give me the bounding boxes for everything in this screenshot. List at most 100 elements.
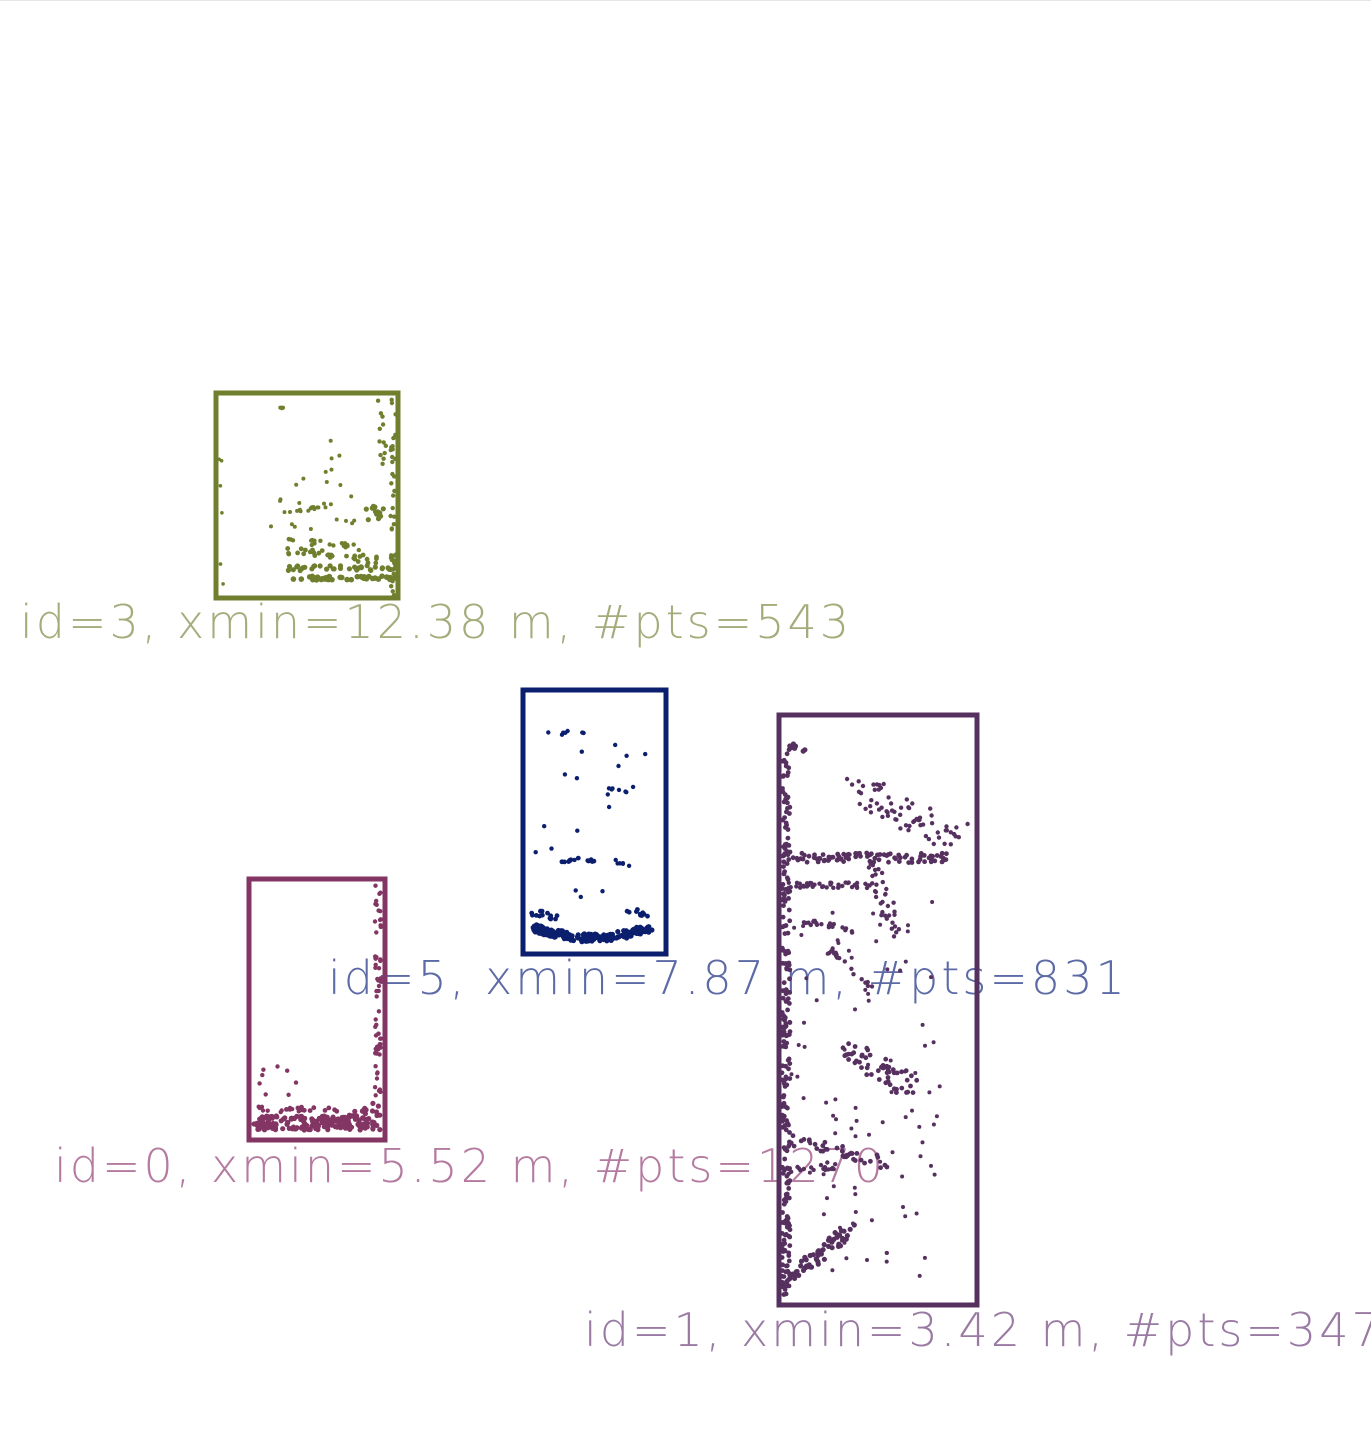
point-cloud-point [798, 1138, 804, 1144]
point-cloud-point [801, 920, 807, 925]
point-cloud-point [812, 1141, 818, 1147]
point-cloud-point [785, 1105, 790, 1111]
point-cloud-point [844, 776, 850, 782]
point-cloud-point [344, 576, 350, 583]
point-cloud-point [825, 858, 831, 863]
point-cloud-point [789, 1072, 794, 1077]
point-cloud-point [391, 571, 396, 576]
point-cloud-point [928, 806, 933, 811]
point-cloud-point [312, 563, 318, 569]
point-cloud-point [351, 542, 356, 547]
point-cloud-point [329, 456, 334, 461]
point-cloud-point [916, 859, 921, 865]
point-cloud-point [781, 859, 787, 865]
point-cloud-point [575, 855, 581, 861]
point-cloud-point [784, 1263, 789, 1269]
point-cloud-point [257, 1118, 264, 1125]
point-cloud-point [328, 438, 333, 443]
point-cloud-point [849, 929, 855, 934]
point-cloud-point [806, 1137, 812, 1143]
point-cloud-point [378, 1036, 383, 1041]
point-cloud-point [285, 546, 291, 551]
point-cloud-point [787, 1001, 792, 1006]
point-cloud-point [917, 816, 922, 821]
point-cloud-point [597, 938, 603, 944]
point-cloud-point [329, 553, 335, 559]
point-cloud-point [348, 576, 355, 583]
point-cloud-point [886, 795, 891, 800]
point-cloud-point [875, 1154, 881, 1160]
point-cloud-point [821, 1172, 826, 1177]
point-cloud-point [367, 567, 373, 573]
point-cloud-point [942, 841, 947, 846]
point-cloud-point [898, 968, 903, 973]
point-cloud-point [780, 1032, 785, 1038]
point-cloud-point [943, 828, 948, 833]
point-cloud-point [874, 882, 879, 887]
point-cloud-point [872, 867, 878, 873]
point-cloud-point [795, 857, 801, 863]
point-cloud-point [613, 742, 618, 748]
point-cloud-point [907, 823, 912, 829]
point-cloud-point [319, 1113, 325, 1119]
point-cloud-point [824, 885, 829, 890]
point-cloud-point [853, 1134, 858, 1139]
point-cloud-point [846, 1041, 851, 1047]
point-cloud-point [899, 1069, 904, 1075]
point-cloud-point [365, 560, 371, 566]
point-cloud-point [909, 1073, 914, 1079]
point-cloud-point [301, 1119, 307, 1125]
point-cloud-point [904, 1077, 910, 1083]
point-cloud-point [560, 930, 566, 937]
point-cloud-point [390, 444, 395, 449]
point-cloud-point [934, 1114, 939, 1119]
point-cloud-point [896, 859, 902, 864]
point-cloud-point [835, 851, 841, 857]
point-cloud-point [256, 1104, 261, 1109]
point-cloud-point [337, 563, 344, 569]
point-cloud-point [893, 817, 898, 822]
point-cloud-point [373, 1017, 378, 1022]
point-cloud-point [363, 506, 369, 512]
point-cloud-point [873, 889, 879, 895]
point-cloud-point [854, 1151, 860, 1156]
point-cloud-point [292, 524, 297, 529]
point-cloud-point [785, 770, 791, 775]
point-cloud-point [782, 1218, 788, 1224]
point-cloud-point [817, 1249, 823, 1255]
point-cloud-point [377, 439, 382, 444]
point-cloud-point [534, 913, 539, 918]
point-cloud-point [375, 976, 380, 982]
point-cloud-point [529, 910, 535, 916]
point-cloud-point [316, 550, 322, 556]
point-cloud-point [826, 925, 832, 930]
point-cloud-point [375, 1071, 380, 1076]
point-cloud-point [859, 977, 864, 982]
point-cloud-point [374, 556, 379, 562]
point-cloud-point [373, 883, 378, 888]
point-cloud-point [779, 1077, 785, 1083]
point-cloud-point [812, 882, 817, 887]
point-cloud-point [795, 1074, 800, 1079]
point-cloud-point [310, 1118, 316, 1124]
point-cloud-point [903, 1214, 908, 1219]
point-cloud-point [893, 856, 898, 862]
point-cloud-point [874, 939, 879, 944]
point-cloud-point [575, 828, 580, 833]
point-cloud-point [790, 1133, 796, 1139]
point-cloud-point [784, 1118, 789, 1123]
point-cloud-point [780, 1210, 785, 1215]
point-cloud-point [830, 910, 835, 915]
point-cloud-point [780, 1118, 785, 1124]
point-cloud-point [897, 855, 903, 861]
point-cloud-point [364, 1122, 370, 1128]
point-cloud-point [536, 930, 543, 936]
point-cloud-point [801, 883, 806, 888]
point-cloud-point [849, 955, 854, 960]
point-cloud-point [369, 575, 376, 582]
point-cloud-point [309, 538, 314, 543]
point-cloud-point [898, 812, 903, 817]
point-cloud-point [779, 1273, 785, 1279]
point-cloud-point [904, 797, 909, 802]
point-cloud-point [264, 1122, 271, 1128]
